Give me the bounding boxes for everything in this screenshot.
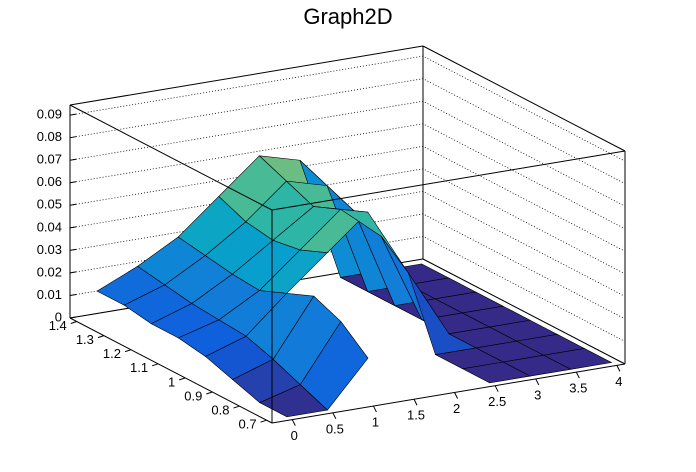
y-tick-label: 1.3	[76, 332, 94, 347]
tick-mark	[151, 363, 159, 367]
box-edge	[422, 258, 626, 365]
tick-mark	[69, 248, 77, 251]
tick-mark	[69, 181, 77, 184]
box-edge	[69, 45, 424, 106]
tick-mark	[69, 136, 77, 139]
y-tick-label: 0.8	[211, 403, 229, 418]
z-tick-label: 0.04	[37, 219, 62, 234]
y-tick-label: 0.7	[238, 417, 256, 432]
x-tick-label: 2.5	[488, 394, 506, 409]
z-tick-label: 0.03	[37, 242, 62, 257]
x-tick-label: 0.5	[326, 421, 344, 436]
y-tick-label: 1.4	[49, 318, 67, 333]
x-tick-label: 3.5	[569, 381, 587, 396]
surface-cell	[299, 320, 369, 411]
z-tick-label: 0	[55, 309, 62, 324]
tick-mark	[124, 349, 132, 353]
y-tick-label: 1.1	[130, 360, 148, 375]
tick-mark	[69, 226, 77, 229]
box-edge	[271, 150, 626, 211]
z-tick-label: 0.08	[37, 129, 62, 144]
x-tick-label: 1.5	[407, 408, 425, 423]
tick-mark	[69, 158, 77, 161]
x-tick-label: 3	[534, 387, 541, 402]
tick-mark	[206, 391, 213, 395]
tick-mark	[372, 405, 377, 413]
tick-mark	[69, 203, 77, 206]
box-edge	[69, 104, 273, 211]
tick-mark	[260, 419, 267, 423]
x-tick-label: 1	[372, 414, 379, 429]
tick-mark	[69, 113, 77, 116]
z-tick-label: 0.01	[37, 287, 62, 302]
z-tick-label: 0.09	[37, 107, 62, 122]
y-tick-label: 1.2	[103, 346, 121, 361]
tick-mark	[179, 377, 186, 381]
tick-mark	[575, 371, 580, 379]
box-edge	[422, 45, 626, 152]
x-tick-label: 0	[291, 428, 298, 443]
tick-mark	[332, 412, 337, 420]
y-tick-label: 1	[168, 374, 175, 389]
x-tick-label: 4	[615, 374, 622, 389]
tick-mark	[70, 321, 77, 324]
z-tick-label: 0.02	[37, 264, 62, 279]
box-edge	[271, 363, 626, 424]
chart-title: Graph2D	[303, 4, 392, 29]
tick-mark	[494, 385, 499, 392]
x-tick-label: 2	[453, 401, 460, 416]
tick-mark	[454, 392, 459, 399]
z-tick-label: 0.07	[37, 152, 62, 167]
tick-mark	[97, 335, 105, 339]
tick-mark	[291, 419, 296, 426]
tick-mark	[69, 293, 77, 296]
tick-mark	[233, 405, 240, 409]
tick-mark	[69, 271, 77, 274]
z-tick-label: 0.05	[37, 197, 62, 212]
tick-mark	[616, 365, 621, 372]
tick-mark	[535, 378, 540, 386]
tick-mark	[413, 399, 418, 406]
z-tick-label: 0.06	[37, 174, 62, 189]
y-tick-label: 0.9	[184, 388, 202, 403]
surface-cell	[542, 348, 613, 370]
